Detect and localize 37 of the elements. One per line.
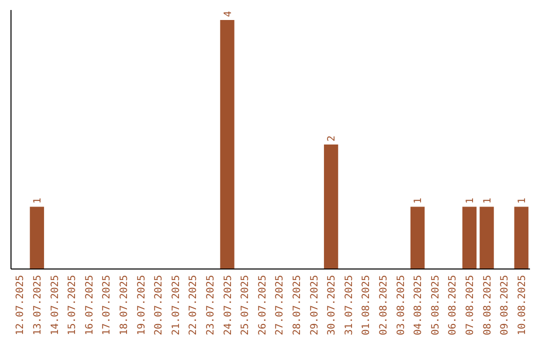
x-tick-label: 13.07.2025 — [32, 275, 44, 336]
x-tick-label: 08.08.2025 — [482, 275, 494, 336]
x-tick-label: 28.07.2025 — [292, 275, 303, 336]
x-tick-label: 25.07.2025 — [240, 275, 252, 336]
x-tick-label: 15.07.2025 — [67, 275, 78, 336]
x-tick-label: 09.08.2025 — [500, 275, 511, 336]
x-tick-label: 05.08.2025 — [430, 275, 442, 336]
x-tick-label: 01.08.2025 — [361, 275, 372, 336]
x-tick-label: 10.08.2025 — [516, 275, 528, 336]
x-tick-label: 02.08.2025 — [378, 275, 390, 336]
x-tick-label: 31.07.2025 — [344, 275, 355, 336]
data-label: 1 — [516, 198, 528, 204]
x-tick-label: 22.07.2025 — [188, 275, 200, 336]
x-tick-label: 14.07.2025 — [50, 275, 61, 336]
x-tick-label: 18.07.2025 — [118, 275, 130, 336]
x-tick-label: 12.07.2025 — [15, 275, 26, 336]
x-tick-label: 19.07.2025 — [136, 275, 148, 336]
x-tick-label: 23.07.2025 — [205, 275, 216, 336]
x-tick-label: 30.07.2025 — [326, 275, 338, 336]
x-tick-label: 17.07.2025 — [102, 275, 113, 336]
x-tick-label: 27.07.2025 — [274, 275, 286, 336]
data-label: 2 — [326, 135, 338, 142]
x-tick-label: 29.07.2025 — [309, 275, 320, 336]
x-tick-label: 06.08.2025 — [448, 275, 459, 336]
data-label: 4 — [222, 10, 234, 17]
data-label: 1 — [32, 198, 44, 204]
x-tick-label: 03.08.2025 — [396, 275, 407, 336]
x-tick-label: 04.08.2025 — [413, 275, 424, 336]
data-label: 1 — [464, 198, 476, 204]
x-tick-label: 26.07.2025 — [257, 275, 268, 336]
x-tick-label: 07.08.2025 — [464, 275, 476, 336]
data-label: 1 — [413, 198, 424, 204]
data-label: 1 — [482, 198, 494, 204]
x-tick-label: 24.07.2025 — [222, 275, 234, 336]
x-tick-label: 21.07.2025 — [170, 275, 182, 336]
x-tick-label: 16.07.2025 — [84, 275, 96, 336]
x-tick-label: 20.07.2025 — [154, 275, 165, 336]
